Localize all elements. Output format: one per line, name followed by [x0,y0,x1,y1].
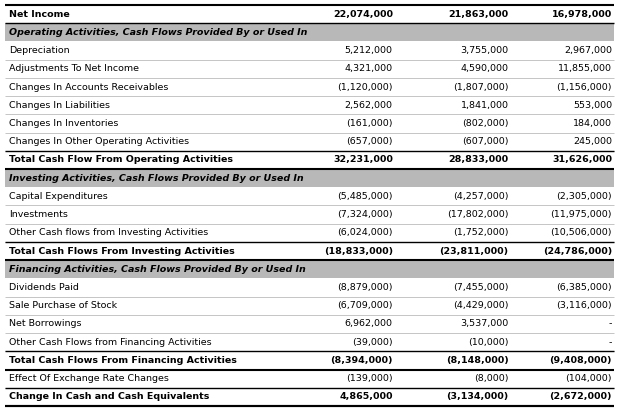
Text: (139,000): (139,000) [346,374,393,383]
Bar [5,23,614,42]
Text: Net Borrowings: Net Borrowings [9,319,82,328]
Text: (802,000): (802,000) [462,119,508,128]
Text: (1,752,000): (1,752,000) [453,229,508,237]
Text: Total Cash Flow From Operating Activities: Total Cash Flow From Operating Activitie… [9,155,233,164]
Text: (6,385,000): (6,385,000) [556,283,612,292]
Text: (6,024,000): (6,024,000) [337,229,393,237]
Text: 3,755,000: 3,755,000 [461,46,508,55]
Text: Sale Purchase of Stock: Sale Purchase of Stock [9,301,117,310]
Text: (8,879,000): (8,879,000) [337,283,393,292]
Text: 4,865,000: 4,865,000 [339,393,393,402]
Text: 5,212,000: 5,212,000 [345,46,393,55]
Text: (5,485,000): (5,485,000) [337,192,393,201]
Text: (607,000): (607,000) [462,137,508,146]
Text: Other Cash flows from Investing Activities: Other Cash flows from Investing Activiti… [9,229,208,237]
Text: (8,148,000): (8,148,000) [446,356,508,365]
Text: (7,324,000): (7,324,000) [337,210,393,219]
Text: Depreciation: Depreciation [9,46,69,55]
Text: (18,833,000): (18,833,000) [324,247,393,256]
Text: (39,000): (39,000) [352,338,393,347]
Text: 2,967,000: 2,967,000 [564,46,612,55]
Text: 4,590,000: 4,590,000 [461,64,508,73]
Text: Total Cash Flows From Financing Activities: Total Cash Flows From Financing Activiti… [9,356,237,365]
Text: Changes In Inventories: Changes In Inventories [9,119,118,128]
Text: 16,978,000: 16,978,000 [552,9,612,18]
Text: Changes In Accounts Receivables: Changes In Accounts Receivables [9,83,168,92]
Text: (8,394,000): (8,394,000) [331,356,393,365]
Text: (1,807,000): (1,807,000) [453,83,508,92]
Text: Net Income: Net Income [9,9,70,18]
Text: Changes In Liabilities: Changes In Liabilities [9,101,110,110]
Text: Total Cash Flows From Investing Activities: Total Cash Flows From Investing Activiti… [9,247,235,256]
Text: (23,811,000): (23,811,000) [439,247,508,256]
Text: (1,120,000): (1,120,000) [337,83,393,92]
Text: (2,672,000): (2,672,000) [550,393,612,402]
Text: 4,321,000: 4,321,000 [345,64,393,73]
Text: (11,975,000): (11,975,000) [550,210,612,219]
Text: Dividends Paid: Dividends Paid [9,283,79,292]
Bar [5,169,614,187]
Text: (24,786,000): (24,786,000) [543,247,612,256]
Text: 2,562,000: 2,562,000 [345,101,393,110]
Text: Investing Activities, Cash Flows Provided By or Used In: Investing Activities, Cash Flows Provide… [9,174,304,182]
Text: (6,709,000): (6,709,000) [337,301,393,310]
Text: 32,231,000: 32,231,000 [333,155,393,164]
Text: 21,863,000: 21,863,000 [448,9,508,18]
Text: (7,455,000): (7,455,000) [453,283,508,292]
Text: (17,802,000): (17,802,000) [447,210,508,219]
Text: -: - [608,319,612,328]
Text: Investments: Investments [9,210,68,219]
Text: Operating Activities, Cash Flows Provided By or Used In: Operating Activities, Cash Flows Provide… [9,28,308,37]
Text: (1,156,000): (1,156,000) [556,83,612,92]
Text: Change In Cash and Cash Equivalents: Change In Cash and Cash Equivalents [9,393,209,402]
Text: (10,000): (10,000) [468,338,508,347]
Text: Other Cash Flows from Financing Activities: Other Cash Flows from Financing Activiti… [9,338,212,347]
Text: Capital Expenditures: Capital Expenditures [9,192,108,201]
Text: (3,134,000): (3,134,000) [446,393,508,402]
Text: 6,962,000: 6,962,000 [345,319,393,328]
Text: -: - [608,338,612,347]
Text: 22,074,000: 22,074,000 [333,9,393,18]
Text: (657,000): (657,000) [346,137,393,146]
Bar [5,260,614,278]
Text: (104,000): (104,000) [566,374,612,383]
Text: (161,000): (161,000) [346,119,393,128]
Text: 553,000: 553,000 [573,101,612,110]
Text: 28,833,000: 28,833,000 [448,155,508,164]
Text: 31,626,000: 31,626,000 [552,155,612,164]
Text: (2,305,000): (2,305,000) [556,192,612,201]
Text: Changes In Other Operating Activities: Changes In Other Operating Activities [9,137,189,146]
Text: (4,429,000): (4,429,000) [453,301,508,310]
Text: (4,257,000): (4,257,000) [453,192,508,201]
Text: Adjustments To Net Income: Adjustments To Net Income [9,64,139,73]
Text: 184,000: 184,000 [573,119,612,128]
Text: 3,537,000: 3,537,000 [460,319,508,328]
Text: 245,000: 245,000 [573,137,612,146]
Text: Financing Activities, Cash Flows Provided By or Used In: Financing Activities, Cash Flows Provide… [9,265,306,274]
Text: (8,000): (8,000) [474,374,508,383]
Text: 11,855,000: 11,855,000 [558,64,612,73]
Text: (9,408,000): (9,408,000) [550,356,612,365]
Text: (3,116,000): (3,116,000) [556,301,612,310]
Text: Effect Of Exchange Rate Changes: Effect Of Exchange Rate Changes [9,374,169,383]
Text: 1,841,000: 1,841,000 [461,101,508,110]
Text: (10,506,000): (10,506,000) [550,229,612,237]
